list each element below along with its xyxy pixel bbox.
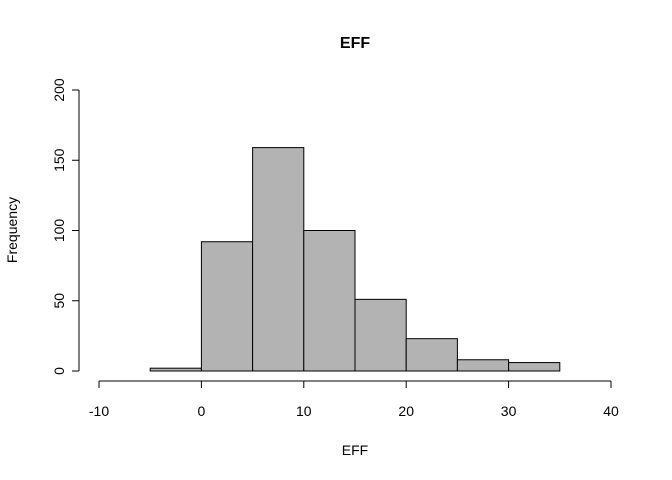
x-tick-label: -10 <box>89 403 109 419</box>
x-tick-label: 0 <box>198 403 206 419</box>
y-tick-label: 200 <box>51 78 67 102</box>
y-axis-label: Frequency <box>4 197 20 263</box>
bars-group <box>149 147 561 372</box>
x-axis-label: EFF <box>342 442 368 458</box>
x-tick-label: 40 <box>603 403 619 419</box>
y-tick-label: 100 <box>51 219 67 243</box>
chart-title: EFF <box>340 35 370 52</box>
x-tick-label: 20 <box>398 403 414 419</box>
y-tick-label: 150 <box>51 148 67 172</box>
histogram-bar-2 <box>252 147 305 372</box>
x-tick-label: 10 <box>296 403 312 419</box>
histogram-bar-4 <box>354 298 407 372</box>
y-tick-label: 50 <box>51 293 67 309</box>
histogram-bar-3 <box>303 230 356 372</box>
histogram-bar-6 <box>456 359 510 372</box>
histogram-bar-0 <box>149 367 202 372</box>
histogram-bar-1 <box>200 241 254 372</box>
x-axis: -10 0 10 20 30 40 <box>89 380 619 419</box>
x-tick-label: 30 <box>501 403 517 419</box>
histogram-bar-5 <box>405 338 458 372</box>
y-tick-label: 0 <box>51 367 67 375</box>
histogram-bar-7 <box>508 362 561 372</box>
y-axis: 0 50 100 150 200 <box>51 78 80 375</box>
